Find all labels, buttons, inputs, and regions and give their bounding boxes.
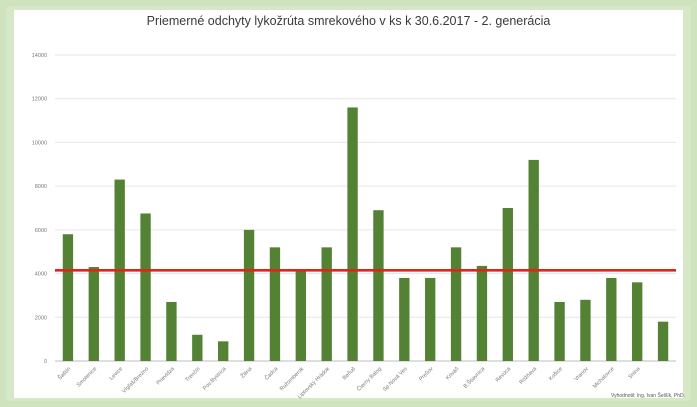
gridlines [55,54,676,362]
x-tick-label: Trenčín [184,366,201,383]
y-tick-label: 10000 [32,140,47,146]
y-tick-label: 0 [44,359,47,365]
bar [399,277,410,361]
x-tick-label: Pov.Bystrica [202,366,228,392]
bar [528,159,539,361]
bar [476,265,488,361]
x-tick-label: Kriváň [445,366,460,381]
bar [218,341,229,361]
x-tick-label: Prievidza [156,366,177,387]
x-tick-label: Michalovce [592,366,616,390]
bar [580,299,591,361]
x-tick-label: Revúca [495,366,513,384]
x-tick-label: Vígľaš/Brezno [121,366,150,395]
bar [243,229,255,361]
chart-title: Priemerné odchyty lykožrúta smrekového v… [146,14,551,28]
y-tick-label: 4000 [35,272,47,278]
bar [425,277,436,361]
credit-note: Vyhodnotil: Ing. Ivan Šešlík, PhD. [610,393,685,399]
bar [62,234,74,361]
bar [450,247,462,361]
x-tick-label: Čierny Balog [356,365,383,392]
bar [269,247,281,361]
y-tick-label: 12000 [32,97,47,103]
bar [347,107,358,361]
bar [373,210,384,361]
x-tick-label: Žilina [239,364,255,380]
x-tick-label: Sp.Nová Ves [382,366,409,393]
x-tick-label: Vranov [573,366,590,383]
bar [502,208,513,361]
bar [295,271,306,361]
bar [166,301,177,361]
y-tick-label: 6000 [35,228,47,234]
x-tick-label: Snina [627,366,642,381]
bar [140,213,151,361]
x-tick-label: Košice [548,366,564,382]
x-tick-label: Rožňava [519,366,539,386]
bar [657,321,669,361]
bar [321,247,332,361]
x-tick-label: Čadca [263,365,280,382]
bar [554,301,565,361]
x-tick-label: Ružomberok [279,366,305,392]
x-tick-label: Šaštín [56,365,72,381]
x-tick-label: Prešov [418,366,435,383]
bars [62,107,669,361]
y-tick-label: 8000 [35,184,47,190]
bar [88,267,99,361]
x-tick-label: Levice [109,366,124,381]
bar [632,282,643,361]
bar [606,277,617,361]
x-tick-label: Smolenice [76,366,98,388]
bar [192,334,203,361]
x-tick-label: B.Štiavnica [462,365,487,390]
x-tick-label: Beňuš [342,366,357,381]
y-tick-label: 14000 [32,53,47,59]
y-tick-label: 2000 [35,315,47,321]
y-tick-labels: 0 2000 4000 6000 8000 10000 12000 14000 [32,53,47,365]
